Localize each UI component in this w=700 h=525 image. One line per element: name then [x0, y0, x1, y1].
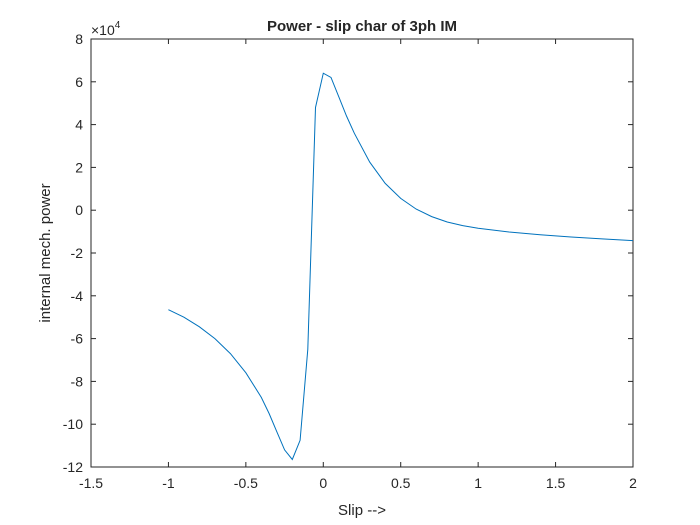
axes-box [90, 38, 634, 468]
chart-title: Power - slip char of 3ph IM [267, 18, 457, 35]
y-tick-label: 8 [75, 31, 83, 47]
y-axis-label: internal mech. power [37, 183, 54, 322]
y-tick-label: 4 [75, 117, 83, 133]
tick-labels: -1.5 -1 -0.5 0 0.5 1 1.5 2 -12 -10 -8 -6 -4 -2 0 2 4 6 8 [63, 31, 637, 491]
y-tick-label: -12 [63, 459, 83, 475]
y-tick-label: -4 [71, 288, 84, 304]
y-tick-label: -10 [63, 416, 83, 432]
y-multiplier-base: ×10 [91, 22, 115, 38]
x-tick-label: -0.5 [234, 475, 258, 491]
x-tick-label: -1.5 [79, 475, 103, 491]
x-tick-label: 2 [629, 475, 637, 491]
y-tick-label: 0 [75, 202, 83, 218]
x-tick-label: 0 [319, 475, 327, 491]
x-tick-label: 1.5 [546, 475, 566, 491]
x-tick-label: 1 [474, 475, 482, 491]
tick-marks [90, 38, 634, 468]
x-tick-label: -1 [162, 475, 175, 491]
y-tick-label: 6 [75, 74, 83, 90]
x-tick-label: 0.5 [391, 475, 411, 491]
x-axis-label: Slip --> [338, 502, 386, 519]
y-tick-label: -8 [71, 373, 84, 389]
y-tick-label: -6 [71, 331, 84, 347]
series-line [168, 72, 634, 461]
y-tick-label: 2 [75, 159, 83, 175]
y-multiplier-exponent: 4 [115, 20, 121, 31]
y-tick-label: -2 [71, 245, 84, 261]
y-axis-multiplier: ×104 [91, 20, 121, 38]
